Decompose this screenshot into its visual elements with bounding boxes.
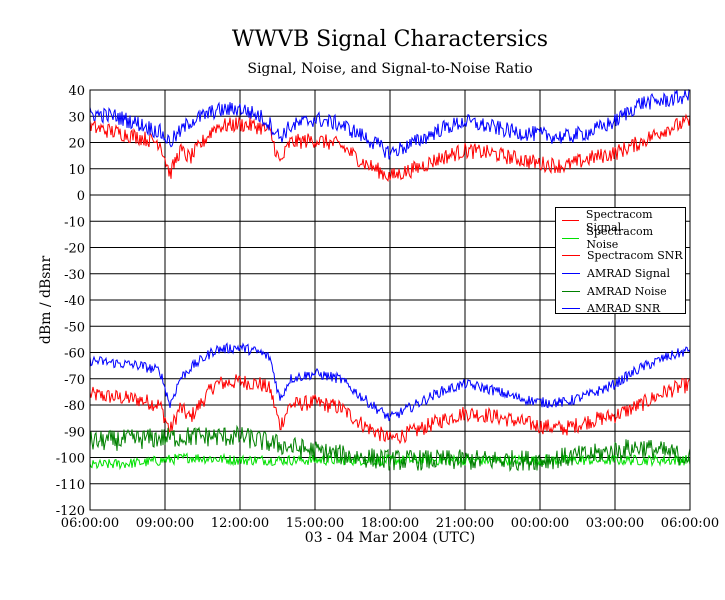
legend-swatch <box>562 255 580 257</box>
y-tick-label: -80 <box>64 399 85 414</box>
legend-label: Spectracom Noise <box>586 225 654 252</box>
y-axis-ticks: 40 30 20 10 0 -10 -20 -30 -40 -50 -60 -70 -80 -90 -100… <box>56 84 85 519</box>
legend-label: Spectracom SNR <box>587 249 683 263</box>
y-tick-label: -120 <box>56 504 85 519</box>
y-tick-label: -100 <box>56 452 85 467</box>
legend-entry: AMRAD Noise <box>562 282 685 300</box>
x-tick-label: 06:00:00 <box>661 516 719 531</box>
x-tick-label: 06:00:00 <box>61 516 119 531</box>
legend-entry: Spectracom Signal <box>562 208 685 234</box>
y-tick-label: -60 <box>64 347 85 362</box>
x-tick-label: 00:00:00 <box>511 516 569 531</box>
x-tick-label: 12:00:00 <box>211 516 269 531</box>
x-tick-label: 18:00:00 <box>361 516 419 531</box>
y-tick-label: -20 <box>64 242 85 257</box>
legend-swatch <box>562 308 580 310</box>
x-tick-label: 21:00:00 <box>436 516 494 531</box>
chart-title: WWVB Signal Charactersics <box>231 27 549 52</box>
legend-swatch <box>562 237 580 239</box>
legend-entry: Spectracom Noise <box>562 225 685 251</box>
x-axis-ticks: 06:00:00 09:00:00 12:00:00 15:00:00 18:00:00… <box>61 516 719 531</box>
plot-frame <box>89 89 691 511</box>
legend-entry: Spectracom SNR <box>562 247 685 265</box>
legend-entry: AMRAD SNR <box>562 300 685 318</box>
y-tick-label: -70 <box>64 373 85 388</box>
y-axis-label: dBm / dBsnr <box>38 255 54 345</box>
series-line-spectracom-signal <box>89 374 691 445</box>
y-tick-label: -110 <box>56 478 85 493</box>
y-tick-label: -30 <box>64 268 85 283</box>
y-tick-label: -10 <box>64 215 85 230</box>
x-tick-label: 09:00:00 <box>136 516 194 531</box>
y-tick-label: -40 <box>64 294 85 309</box>
legend-swatch <box>562 220 579 222</box>
y-tick-label: 10 <box>68 163 85 178</box>
x-tick-label: 03:00:00 <box>586 516 644 531</box>
series-line-amrad-snr <box>89 89 691 160</box>
series-line-amrad-signal <box>89 342 691 422</box>
x-axis-label: 03 - 04 Mar 2004 (UTC) <box>304 530 476 546</box>
series-line-amrad-noise <box>89 424 691 472</box>
chart-subtitle: Signal, Noise, and Signal-to-Noise Ratio <box>247 61 533 77</box>
y-tick-label: 40 <box>68 84 85 99</box>
legend: Spectracom Signal Spectracom Noise Spect… <box>555 207 686 315</box>
y-tick-label: 20 <box>68 137 85 152</box>
y-tick-label: -50 <box>64 320 85 335</box>
series-line-spectracom-snr <box>89 113 691 182</box>
y-tick-label: 30 <box>68 110 85 125</box>
y-tick-label: 0 <box>77 189 85 204</box>
legend-label: AMRAD Noise <box>587 284 667 298</box>
series-group <box>89 89 691 472</box>
x-tick-label: 15:00:00 <box>286 516 344 531</box>
y-tick-label: -90 <box>64 425 85 440</box>
legend-label: AMRAD Signal <box>587 267 671 281</box>
legend-swatch <box>562 273 580 275</box>
legend-label: Spectracom Signal <box>585 207 653 234</box>
legend-swatch <box>562 290 580 292</box>
series-line-spectracom-noise <box>89 452 691 471</box>
legend-label: AMRAD SNR <box>587 302 661 316</box>
legend-entry: AMRAD Signal <box>562 265 685 283</box>
